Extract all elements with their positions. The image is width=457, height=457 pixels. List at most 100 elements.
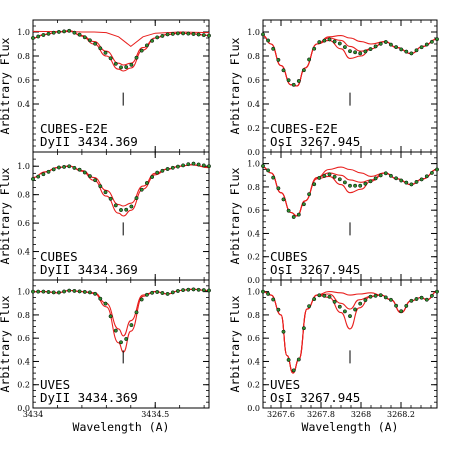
observed-point: [124, 337, 129, 341]
observed-point: [435, 37, 439, 42]
observed-point: [348, 49, 352, 54]
y-tick-label: 0.6: [247, 334, 260, 343]
y-tick-label: 1.0: [17, 28, 30, 37]
observed-point: [46, 290, 51, 294]
model-series-1: [32, 288, 210, 337]
observed-point: [175, 31, 180, 36]
observed-point: [196, 162, 201, 167]
observed-point: [93, 178, 98, 183]
observed-point: [383, 171, 388, 176]
y-tick-label: 0.8: [247, 52, 260, 61]
observed-point: [155, 290, 160, 294]
observed-point: [201, 163, 206, 168]
observed-point: [56, 290, 61, 295]
observed-point: [368, 179, 373, 184]
model-series-3: [262, 166, 438, 217]
panel-annotation: CUBES-E2E: [40, 121, 108, 136]
observed-point: [31, 177, 35, 181]
observed-point: [419, 45, 424, 50]
y-tick-label: 1.0: [247, 28, 260, 37]
observed-point: [373, 176, 378, 181]
observed-point: [108, 314, 113, 319]
observed-point: [207, 288, 211, 293]
observed-point: [317, 40, 322, 45]
observed-point: [368, 294, 373, 299]
observed-point: [286, 78, 291, 83]
y-tick-label: 0.8: [247, 183, 260, 192]
observed-point: [342, 45, 347, 50]
observed-point: [261, 32, 265, 37]
observed-point: [82, 289, 87, 294]
observed-point: [353, 307, 358, 312]
observed-point: [36, 34, 41, 39]
observed-point: [348, 183, 352, 188]
panel-annotation: CUBES: [270, 249, 308, 264]
panel-annotation: OsI 3267.945: [270, 390, 360, 405]
observed-point: [129, 62, 134, 67]
y-tick-label: 1.0: [247, 160, 260, 169]
model-series-1: [32, 164, 210, 207]
y-tick-label: 0.6: [17, 76, 30, 85]
y-tick-label: 0.8: [17, 52, 30, 61]
observed-point: [261, 289, 265, 294]
observed-point: [181, 163, 186, 168]
observed-point: [103, 190, 108, 195]
observed-point: [378, 41, 383, 46]
observed-point: [113, 203, 118, 208]
model-series-2: [32, 30, 210, 72]
y-tick-label: 0.2: [17, 381, 30, 390]
y-tick-label: 0.6: [17, 219, 30, 228]
observed-point: [165, 167, 170, 171]
observed-point: [98, 296, 103, 301]
observed-point: [429, 293, 434, 298]
observed-point: [332, 174, 337, 179]
y-tick-label: 0.0: [247, 276, 260, 285]
y-tick-label: 0.4: [247, 100, 260, 109]
observed-point: [373, 44, 378, 49]
observed-point: [327, 37, 332, 42]
observed-point: [160, 291, 165, 295]
observed-point: [286, 208, 291, 213]
observed-point: [281, 197, 286, 202]
observed-point: [429, 170, 434, 175]
observed-point: [119, 340, 123, 345]
observed-point: [327, 172, 332, 177]
observed-point: [67, 164, 72, 169]
observed-point: [414, 179, 419, 184]
observed-point: [56, 29, 61, 34]
observed-point: [404, 49, 409, 54]
observed-point: [266, 291, 271, 296]
model-series-1: [32, 30, 210, 66]
observed-point: [119, 65, 123, 70]
observed-point: [378, 293, 383, 298]
observed-point: [301, 68, 306, 73]
observed-point: [271, 46, 276, 51]
x-tick-label: 3434: [23, 410, 43, 419]
observed-point: [307, 192, 312, 197]
model-series-1: [262, 166, 438, 217]
observed-point: [414, 297, 419, 301]
observed-point: [191, 161, 196, 166]
observed-point: [342, 180, 347, 185]
panel-annotation: DyII 3434.369: [40, 262, 138, 277]
observed-point: [332, 39, 337, 44]
observed-point: [72, 30, 77, 35]
observed-point: [196, 32, 201, 37]
y-tick-label: 0.6: [247, 206, 260, 215]
y-tick-label: 0.6: [247, 76, 260, 85]
observed-point: [191, 287, 196, 292]
observed-point: [286, 357, 291, 362]
observed-point: [404, 180, 409, 185]
observed-point: [108, 56, 113, 61]
observed-point: [409, 51, 414, 56]
observed-point: [291, 368, 296, 373]
observed-point: [196, 287, 201, 292]
observed-point: [139, 297, 144, 302]
observed-point: [394, 176, 399, 181]
observed-point: [291, 82, 296, 87]
observed-point: [129, 323, 134, 328]
y-axis-title: Arbitrary Flux: [0, 295, 12, 392]
y-tick-label: 0.8: [17, 311, 30, 320]
